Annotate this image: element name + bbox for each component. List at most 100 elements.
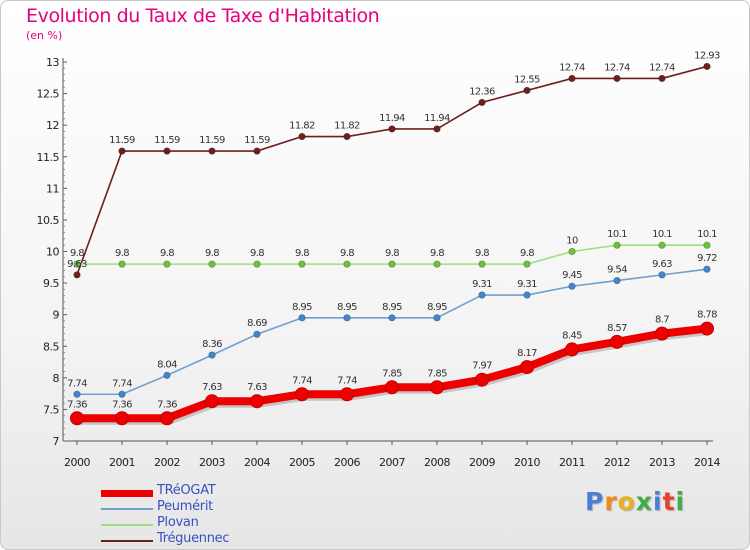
data-point-treogat: [700, 321, 714, 336]
data-point-peumerit: [343, 314, 351, 322]
x-tick-label: 2010: [514, 456, 540, 469]
data-point-treogat: [655, 326, 669, 341]
y-tick-label: 7: [53, 435, 60, 448]
data-point-plovan: [613, 241, 621, 249]
x-tick-label: 2011: [559, 456, 585, 469]
data-label-plovan: 9.8: [160, 248, 174, 259]
data-point-plovan: [703, 241, 711, 249]
data-label-treguennec: 11.59: [244, 135, 270, 146]
data-label-treguennec: 11.59: [109, 135, 135, 146]
data-label-treogat: 8.17: [517, 348, 537, 359]
data-point-treogat: [610, 334, 624, 349]
data-point-peumerit: [253, 330, 261, 338]
data-label-treogat: 7.36: [157, 399, 177, 410]
x-tick-label: 2009: [469, 456, 495, 469]
legend-swatch-plovan: [101, 524, 153, 526]
data-label-peumerit: 9.31: [472, 279, 492, 290]
data-point-peumerit: [658, 271, 666, 279]
data-point-plovan: [253, 260, 261, 268]
data-point-peumerit: [478, 291, 486, 299]
data-label-treguennec: 9.63: [67, 259, 87, 270]
data-point-peumerit: [388, 314, 396, 322]
data-point-treguennec: [658, 74, 666, 83]
data-point-peumerit: [118, 390, 126, 398]
x-tick-label: 2004: [244, 456, 270, 469]
data-point-plovan: [298, 260, 306, 268]
y-tick-label: 10: [46, 246, 59, 259]
data-point-treguennec: [568, 74, 576, 83]
data-label-plovan: 10.1: [652, 229, 672, 240]
data-point-treguennec: [388, 125, 396, 133]
data-point-treguennec: [118, 147, 126, 155]
data-point-plovan: [73, 260, 81, 268]
data-point-treguennec: [298, 132, 306, 141]
data-label-plovan: 9.8: [250, 248, 264, 259]
data-label-treguennec: 12.36: [469, 86, 495, 97]
data-point-treogat: [340, 387, 354, 402]
data-label-treguennec: 12.74: [649, 62, 675, 73]
proxiti-logo: Proxiti: [585, 487, 686, 516]
x-tick-label: 2007: [379, 456, 405, 469]
data-label-treogat: 8.7: [655, 315, 669, 326]
legend-swatch-treguennec: [101, 540, 153, 542]
data-point-peumerit: [433, 314, 441, 322]
data-label-treguennec: 12.55: [514, 74, 540, 85]
data-label-treguennec: 11.94: [379, 113, 405, 124]
data-label-treogat: 8.57: [607, 323, 627, 334]
data-point-treguennec: [208, 147, 216, 155]
data-label-treogat: 7.74: [337, 375, 357, 386]
data-label-peumerit: 9.63: [652, 259, 672, 270]
x-tick-label: 2006: [334, 456, 360, 469]
y-tick-label: 10.5: [37, 214, 60, 227]
data-point-treogat: [295, 387, 309, 402]
data-point-treogat: [520, 360, 534, 375]
data-label-peumerit: 8.95: [382, 302, 402, 313]
data-point-treogat: [70, 411, 84, 426]
y-tick-label: 11: [46, 182, 59, 195]
data-point-peumerit: [163, 371, 171, 379]
y-tick-label: 8.5: [43, 340, 59, 353]
data-point-treogat: [475, 372, 489, 387]
x-tick-label: 2000: [64, 456, 90, 469]
y-tick-label: 7.5: [43, 403, 59, 416]
data-label-plovan: 9.8: [115, 248, 129, 259]
data-label-treguennec: 11.82: [289, 121, 315, 132]
x-tick-label: 2002: [154, 456, 180, 469]
data-label-plovan: 9.8: [520, 248, 534, 259]
x-tick-label: 2008: [424, 456, 450, 469]
data-label-peumerit: 9.45: [562, 270, 582, 281]
data-label-plovan: 10.1: [697, 229, 717, 240]
data-label-treguennec: 11.82: [334, 121, 360, 132]
data-label-treogat: 7.36: [112, 399, 132, 410]
data-point-plovan: [568, 247, 576, 256]
data-point-plovan: [478, 260, 486, 268]
x-tick-label: 2003: [199, 456, 225, 469]
data-point-treogat: [385, 380, 399, 395]
data-point-plovan: [163, 260, 171, 268]
legend-label-peumerit: Peumérit: [157, 499, 213, 514]
data-label-treogat: 7.36: [67, 399, 87, 410]
y-tick-label: 12: [46, 119, 59, 132]
data-point-treguennec: [523, 86, 531, 95]
chart-title: Evolution du Taux de Taxe d'Habitation: [26, 5, 380, 27]
data-point-treguennec: [343, 132, 351, 141]
y-tick-label: 9.5: [43, 277, 59, 290]
data-label-plovan: 10.1: [607, 229, 627, 240]
data-point-treguennec: [478, 98, 486, 107]
series-line-treguennec: [76, 65, 708, 276]
data-point-peumerit: [208, 351, 216, 359]
data-label-peumerit: 7.74: [67, 378, 87, 389]
legend-label-treogat: TRéOGAT: [157, 483, 216, 498]
data-label-peumerit: 7.74: [112, 378, 132, 389]
x-tick-label: 2005: [289, 456, 315, 469]
y-tick-label: 8: [53, 372, 60, 385]
data-label-treguennec: 11.59: [199, 135, 225, 146]
data-label-plovan: 9.8: [295, 248, 309, 259]
y-tick-label: 9: [53, 309, 60, 322]
data-label-peumerit: 8.95: [337, 302, 357, 313]
data-label-treguennec: 12.93: [694, 50, 720, 61]
data-point-treguennec: [253, 147, 261, 155]
data-label-treguennec: 11.94: [424, 113, 450, 124]
data-point-treguennec: [163, 147, 171, 155]
x-tick-label: 2013: [649, 456, 675, 469]
